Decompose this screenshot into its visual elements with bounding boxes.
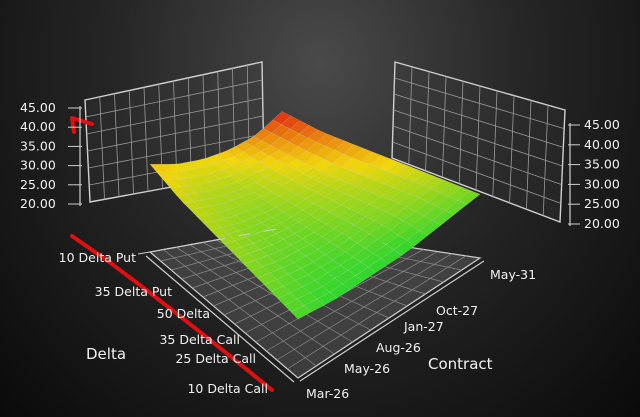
contract-tick-label: Mar-26 [306,386,349,401]
delta-axis-title: Delta [86,345,126,363]
delta-tick-label: 50 Delta [157,306,210,321]
delta-tick-label: 35 Delta Put [95,284,172,299]
delta-tick-label: 25 Delta Call [175,351,256,366]
z-tick-left: 20.00 [20,196,56,211]
z-tick-right: 35.00 [584,157,620,172]
z-axis-left: 45.00 40.00 35.00 30.00 25.00 20.00 [20,100,82,211]
contract-tick-label: May-26 [344,361,390,376]
annotation-line [70,234,274,392]
contract-tick-label: Oct-27 [436,303,478,318]
delta-tick-label: 10 Delta Call [187,381,268,396]
contract-axis-title: Contract [428,355,493,373]
z-axis-right: 45.00 40.00 35.00 30.00 25.00 20.00 [568,117,620,231]
surface-cell [290,305,312,320]
z-tick-left: 25.00 [20,177,56,192]
z-tick-left: 30.00 [20,158,56,173]
right-back-panel [391,61,566,223]
z-tick-left: 35.00 [20,138,56,153]
contract-tick-label: May-31 [490,267,536,282]
z-tick-right: 45.00 [584,117,620,132]
z-tick-right: 20.00 [584,216,620,231]
contract-tick-label: Aug-26 [376,340,421,355]
z-tick-right: 40.00 [584,137,620,152]
delta-tick-label: 35 Delta Call [159,332,240,347]
surface-mesh [149,111,481,320]
z-tick-left: 40.00 [20,119,56,134]
z-tick-right: 30.00 [584,176,620,191]
contract-tick-label: Jan-27 [403,319,444,334]
z-tick-right: 25.00 [584,196,620,211]
delta-axis-ticks: 10 Delta Put 35 Delta Put 50 Delta 35 Delta… [59,228,295,396]
delta-tick-label: 10 Delta Put [59,250,136,265]
z-tick-left: 45.00 [20,100,56,115]
